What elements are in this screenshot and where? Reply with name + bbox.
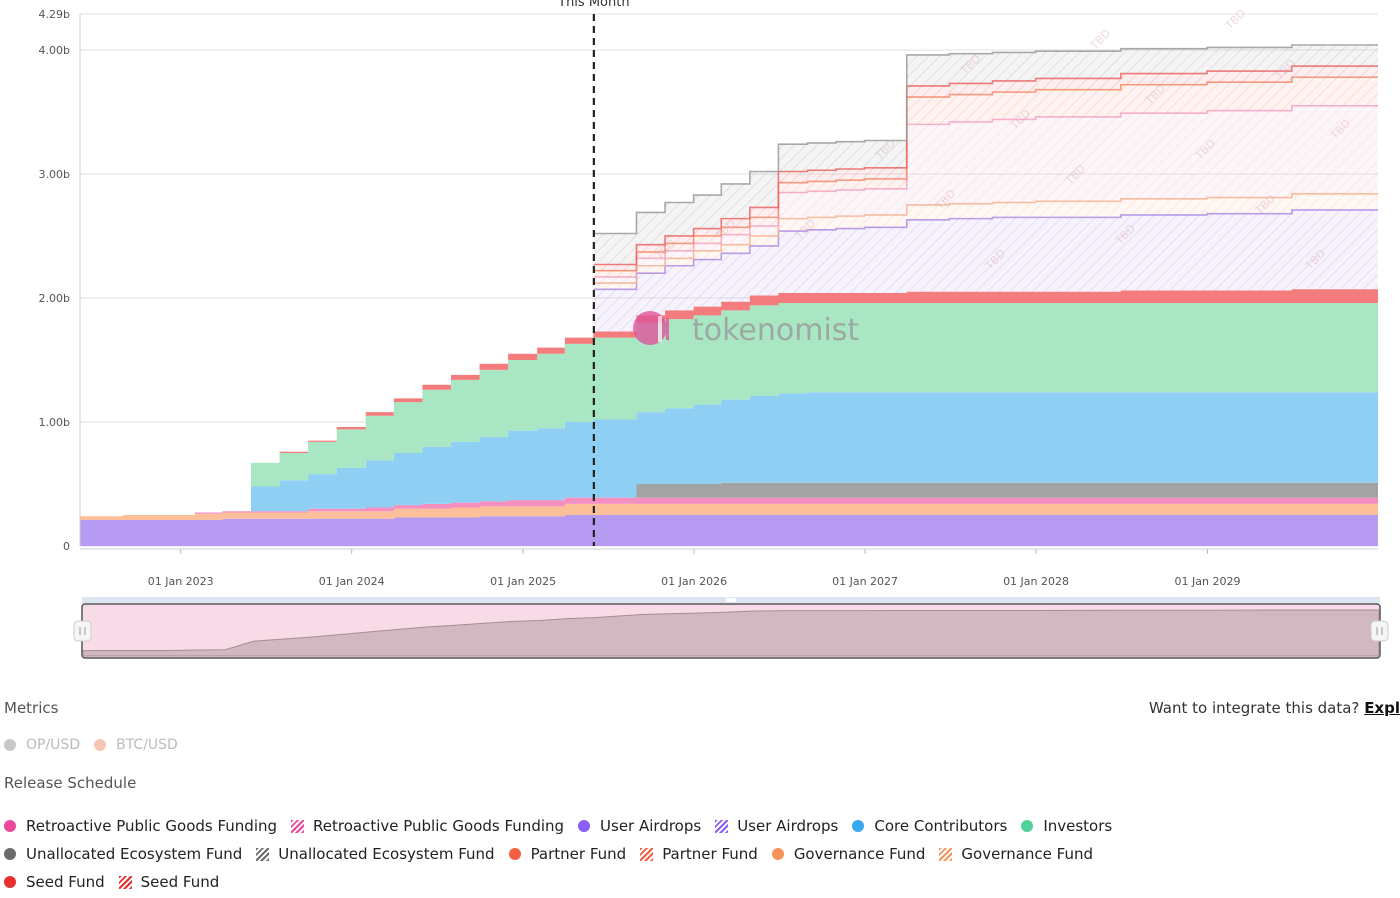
legend-item-partner-fund-tbd[interactable]: Partner Fund	[640, 845, 758, 863]
this-month-label: This Month	[557, 0, 629, 10]
legend-dot-icon	[852, 820, 865, 832]
legend-item-user-airdrops[interactable]: User Airdrops	[578, 817, 701, 835]
legend-item-governance-fund-tbd[interactable]: Governance Fund	[939, 845, 1093, 863]
metric-op-usd-dot	[4, 739, 16, 751]
series-area-retroactive-public-goods-funding	[80, 497, 1378, 517]
legend-item-partner-fund[interactable]: Partner Fund	[508, 845, 627, 863]
tokenomist-watermark: tokenomist	[633, 311, 859, 348]
metric-btc-usd[interactable]: BTC/USD	[94, 737, 178, 753]
metric-op-usd[interactable]: OP/USD	[4, 737, 80, 753]
metric-op-usd-label: OP/USD	[26, 737, 81, 753]
legend-item-seed-fund[interactable]: Seed Fund	[4, 873, 105, 891]
legend-item-retroactive-public-goods-funding[interactable]: Retroactive Public Goods Funding	[4, 817, 277, 835]
release-schedule-title: Release Schedule	[4, 774, 137, 792]
legend-label: Seed Fund	[140, 873, 220, 891]
this-month-marker: This Month	[557, 0, 630, 546]
x-tick-label: 01 Jan 2025	[490, 575, 556, 588]
navigator-series	[82, 609, 1380, 657]
legend-label: Investors	[1043, 817, 1113, 835]
legend-hatch-icon	[291, 819, 305, 833]
legend-label: Partner Fund	[530, 845, 627, 863]
integrate-text: Want to integrate this data?	[1148, 699, 1360, 717]
y-tick-label: 1.00b	[39, 416, 70, 429]
legend-hatch-icon	[715, 819, 729, 833]
y-tick-label: 2.00b	[39, 292, 70, 305]
x-tick-label: 01 Jan 2026	[661, 575, 727, 588]
series-areas	[80, 289, 1378, 546]
legend-dot-icon	[4, 820, 16, 832]
tbd-area-user-airdrops	[80, 209, 1378, 517]
y-tick-label: 0	[63, 540, 70, 553]
integrate-link[interactable]: Expl	[1364, 699, 1400, 717]
y-tick-label: 4.00b	[39, 44, 70, 57]
range-navigator[interactable]	[73, 597, 1389, 659]
legend-item-seed-fund-tbd[interactable]: Seed Fund	[118, 873, 220, 891]
integrate-prompt: Want to integrate this data? Expl	[1149, 699, 1400, 717]
legend-label: User Airdrops	[737, 817, 839, 835]
axes: 0 1.00b 2.00b 3.00b 4.00b 4.29b 01 Jan 2023 01 …	[39, 8, 1378, 588]
navigator-right-handle[interactable]	[1370, 620, 1389, 642]
legend-item-retroactive-public-goods-funding-tbd[interactable]: Retroactive Public Goods Funding	[291, 817, 564, 835]
x-tick-label: 01 Jan 2024	[319, 575, 385, 588]
legend-hatch-icon	[256, 847, 270, 861]
legend-item-core-contributors[interactable]: Core Contributors	[852, 817, 1007, 835]
series-area-unallocated-ecosystem-fund	[80, 482, 1378, 517]
legend-label: Core Contributors	[874, 817, 1008, 835]
series-area-user-airdrops	[80, 514, 1378, 546]
series-area-investors	[80, 302, 1378, 517]
legend-item-unallocated-ecosystem-fund-tbd[interactable]: Unallocated Ecosystem Fund	[256, 845, 495, 863]
legend-label: Retroactive Public Goods Funding	[313, 817, 565, 835]
legend-label: Partner Fund	[662, 845, 758, 863]
watermark-text: tokenomist	[692, 313, 859, 348]
legend-dot-icon	[508, 848, 521, 860]
tbd-series-areas	[80, 44, 1378, 517]
legend-label: User Airdrops	[600, 817, 702, 835]
legend-row: Retroactive Public Goods Funding Retroact…	[4, 812, 1112, 840]
x-tick-label: 01 Jan 2028	[1003, 575, 1069, 588]
legend-label: Unallocated Ecosystem Fund	[278, 845, 495, 863]
navigator-scrollbar-grip[interactable]	[726, 598, 736, 602]
x-tick-label: 01 Jan 2029	[1175, 575, 1241, 588]
legend-dot-icon	[578, 820, 591, 832]
series-area-core-contributors	[80, 392, 1378, 517]
tbd-label: TBD	[1087, 27, 1113, 53]
tbd-label: TBD	[1222, 7, 1248, 33]
legend-hatch-icon	[939, 847, 953, 861]
x-tick-label: 01 Jan 2023	[148, 575, 214, 588]
legend-label: Governance Fund	[961, 845, 1094, 863]
legend-item-investors[interactable]: Investors	[1021, 817, 1112, 835]
navigator-left-handle[interactable]	[73, 620, 92, 642]
series-area-governance-fund	[80, 503, 1378, 520]
metric-btc-usd-dot	[94, 739, 107, 751]
y-tick-label: 4.29b	[39, 8, 70, 21]
legend-item-user-airdrops-tbd[interactable]: User Airdrops	[715, 817, 838, 835]
legend-dot-icon	[4, 848, 16, 860]
release-schedule-legend: Retroactive Public Goods Funding Retroact…	[4, 812, 1112, 896]
legend-dot-icon	[1021, 820, 1034, 832]
legend-hatch-icon	[118, 875, 132, 889]
legend-label: Retroactive Public Goods Funding	[26, 817, 278, 835]
metrics-title: Metrics	[4, 699, 59, 717]
metrics-list: OP/USD BTC/USD	[4, 737, 178, 753]
legend-row: Unallocated Ecosystem Fund Unallocated Ec…	[4, 840, 1104, 868]
legend-item-unallocated-ecosystem-fund[interactable]: Unallocated Ecosystem Fund	[4, 845, 242, 863]
legend-row: Seed Fund Seed Fund	[4, 868, 1104, 896]
x-tick-label: 01 Jan 2027	[832, 575, 898, 588]
legend-label: Seed Fund	[26, 873, 105, 891]
tbd-line-unallocated-ecosystem-fund	[593, 44, 1378, 235]
legend-dot-icon	[771, 848, 784, 860]
y-tick-label: 3.00b	[39, 168, 70, 181]
legend-label: Governance Fund	[793, 845, 926, 863]
tbd-area-retroactive-public-goods-funding	[80, 105, 1378, 517]
legend-label: Unallocated Ecosystem Fund	[26, 845, 243, 863]
legend-hatch-icon	[640, 847, 654, 861]
legend-dot-icon	[4, 876, 16, 888]
metric-btc-usd-label: BTC/USD	[116, 737, 178, 753]
legend-item-governance-fund[interactable]: Governance Fund	[771, 845, 926, 863]
